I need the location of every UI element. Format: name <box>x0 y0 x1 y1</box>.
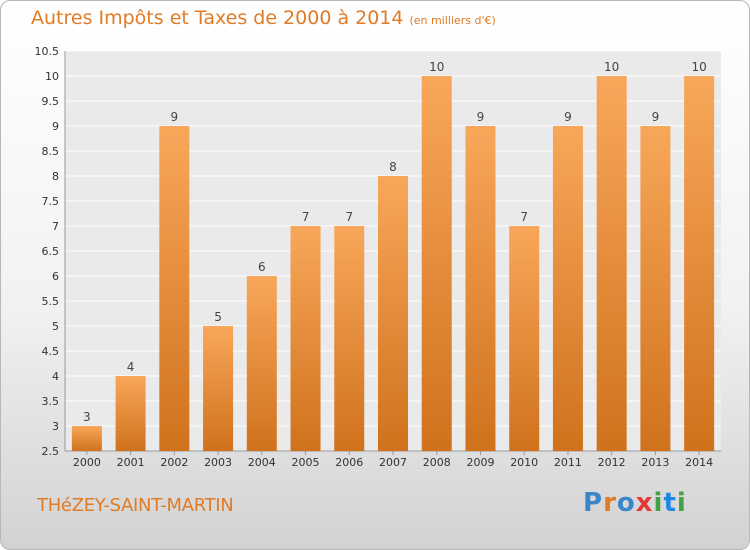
y-tick-label: 2.5 <box>42 445 60 458</box>
x-tick-label: 2008 <box>423 456 451 469</box>
x-tick-label: 2012 <box>598 456 626 469</box>
y-tick-label: 4 <box>52 370 59 383</box>
bar <box>203 326 234 451</box>
y-tick-label: 5 <box>52 320 59 333</box>
x-tick-label: 2007 <box>379 456 407 469</box>
y-tick-label: 7.5 <box>42 195 60 208</box>
data-label: 9 <box>477 110 485 124</box>
y-tick-label: 8.5 <box>42 145 60 158</box>
data-label: 4 <box>127 360 135 374</box>
bar <box>159 126 190 451</box>
bar <box>378 176 408 451</box>
brand-logo: Proxiti <box>583 488 687 518</box>
y-tick-label: 9 <box>52 120 59 133</box>
x-tick-label: 2005 <box>292 456 320 469</box>
y-tick-label: 9.5 <box>42 95 60 108</box>
data-label: 9 <box>652 110 660 124</box>
y-tick-label: 4.5 <box>42 345 60 358</box>
bar <box>509 226 540 451</box>
bar <box>465 126 496 451</box>
chart-title-text: Autres Impôts et Taxes de 2000 à 2014 <box>31 7 404 29</box>
x-tick-label: 2013 <box>641 456 669 469</box>
data-label: 7 <box>345 210 353 224</box>
data-label: 10 <box>429 60 444 74</box>
data-label: 9 <box>171 110 179 124</box>
x-tick-label: 2004 <box>248 456 276 469</box>
y-tick-label: 3.5 <box>42 395 60 408</box>
y-tick-label: 5.5 <box>42 295 60 308</box>
brand-letter: r <box>603 488 617 518</box>
y-tick-label: 7 <box>52 220 59 233</box>
x-tick-label: 2002 <box>160 456 188 469</box>
x-tick-label: 2011 <box>554 456 582 469</box>
data-label: 10 <box>604 60 619 74</box>
bar <box>334 226 365 451</box>
data-label: 10 <box>691 60 706 74</box>
x-tick-label: 2001 <box>117 456 145 469</box>
bar <box>640 126 671 451</box>
brand-letter: o <box>616 488 636 518</box>
y-tick-label: 3 <box>52 420 59 433</box>
y-tick-label: 10 <box>45 70 59 83</box>
data-label: 8 <box>389 160 397 174</box>
brand-letter: i <box>676 488 687 518</box>
bar <box>552 126 583 451</box>
y-tick-label: 6 <box>52 270 59 283</box>
data-label: 9 <box>564 110 572 124</box>
x-tick-label: 2014 <box>685 456 713 469</box>
bar <box>684 76 715 451</box>
brand-letter: x <box>635 488 654 518</box>
bar <box>421 76 452 451</box>
data-label: 3 <box>83 410 91 424</box>
bar <box>596 76 627 451</box>
x-tick-label: 2003 <box>204 456 232 469</box>
y-tick-label: 8 <box>52 170 59 183</box>
x-tick-label: 2009 <box>466 456 494 469</box>
brand-letter: t <box>663 488 677 518</box>
bar <box>71 426 102 451</box>
bar <box>246 276 277 451</box>
bar <box>115 376 146 451</box>
x-tick-label: 2010 <box>510 456 538 469</box>
x-tick-label: 2006 <box>335 456 363 469</box>
data-label: 5 <box>214 310 222 324</box>
data-label: 6 <box>258 260 266 274</box>
y-tick-label: 6.5 <box>42 245 60 258</box>
chart-unit: (en milliers d'€) <box>409 14 496 27</box>
town-name: THéZEY-SAINT-MARTIN <box>37 495 234 516</box>
bar <box>290 226 321 451</box>
brand-letter: P <box>583 488 604 518</box>
y-tick-label: 10.5 <box>35 45 60 58</box>
chart-title: Autres Impôts et Taxes de 2000 à 2014 (en… <box>31 7 496 29</box>
data-label: 7 <box>302 210 310 224</box>
data-label: 7 <box>520 210 528 224</box>
brand-letter: i <box>653 488 664 518</box>
x-tick-label: 2000 <box>73 456 101 469</box>
